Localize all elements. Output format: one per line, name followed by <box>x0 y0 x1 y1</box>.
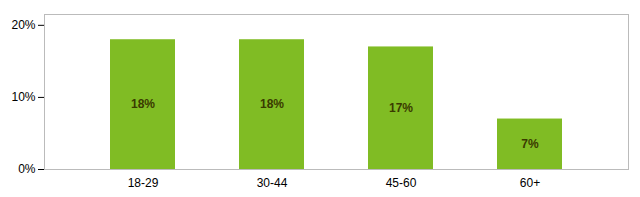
svg-text:0%: 0% <box>18 162 36 176</box>
svg-text:30-44: 30-44 <box>257 176 288 190</box>
svg-text:17%: 17% <box>389 101 413 115</box>
svg-text:20%: 20% <box>11 18 35 32</box>
svg-text:10%: 10% <box>11 90 35 104</box>
svg-text:60+: 60+ <box>520 176 540 190</box>
svg-text:7%: 7% <box>521 137 539 151</box>
svg-text:18-29: 18-29 <box>128 176 159 190</box>
svg-text:18%: 18% <box>131 97 155 111</box>
svg-text:45-60: 45-60 <box>386 176 417 190</box>
svg-text:18%: 18% <box>260 97 284 111</box>
